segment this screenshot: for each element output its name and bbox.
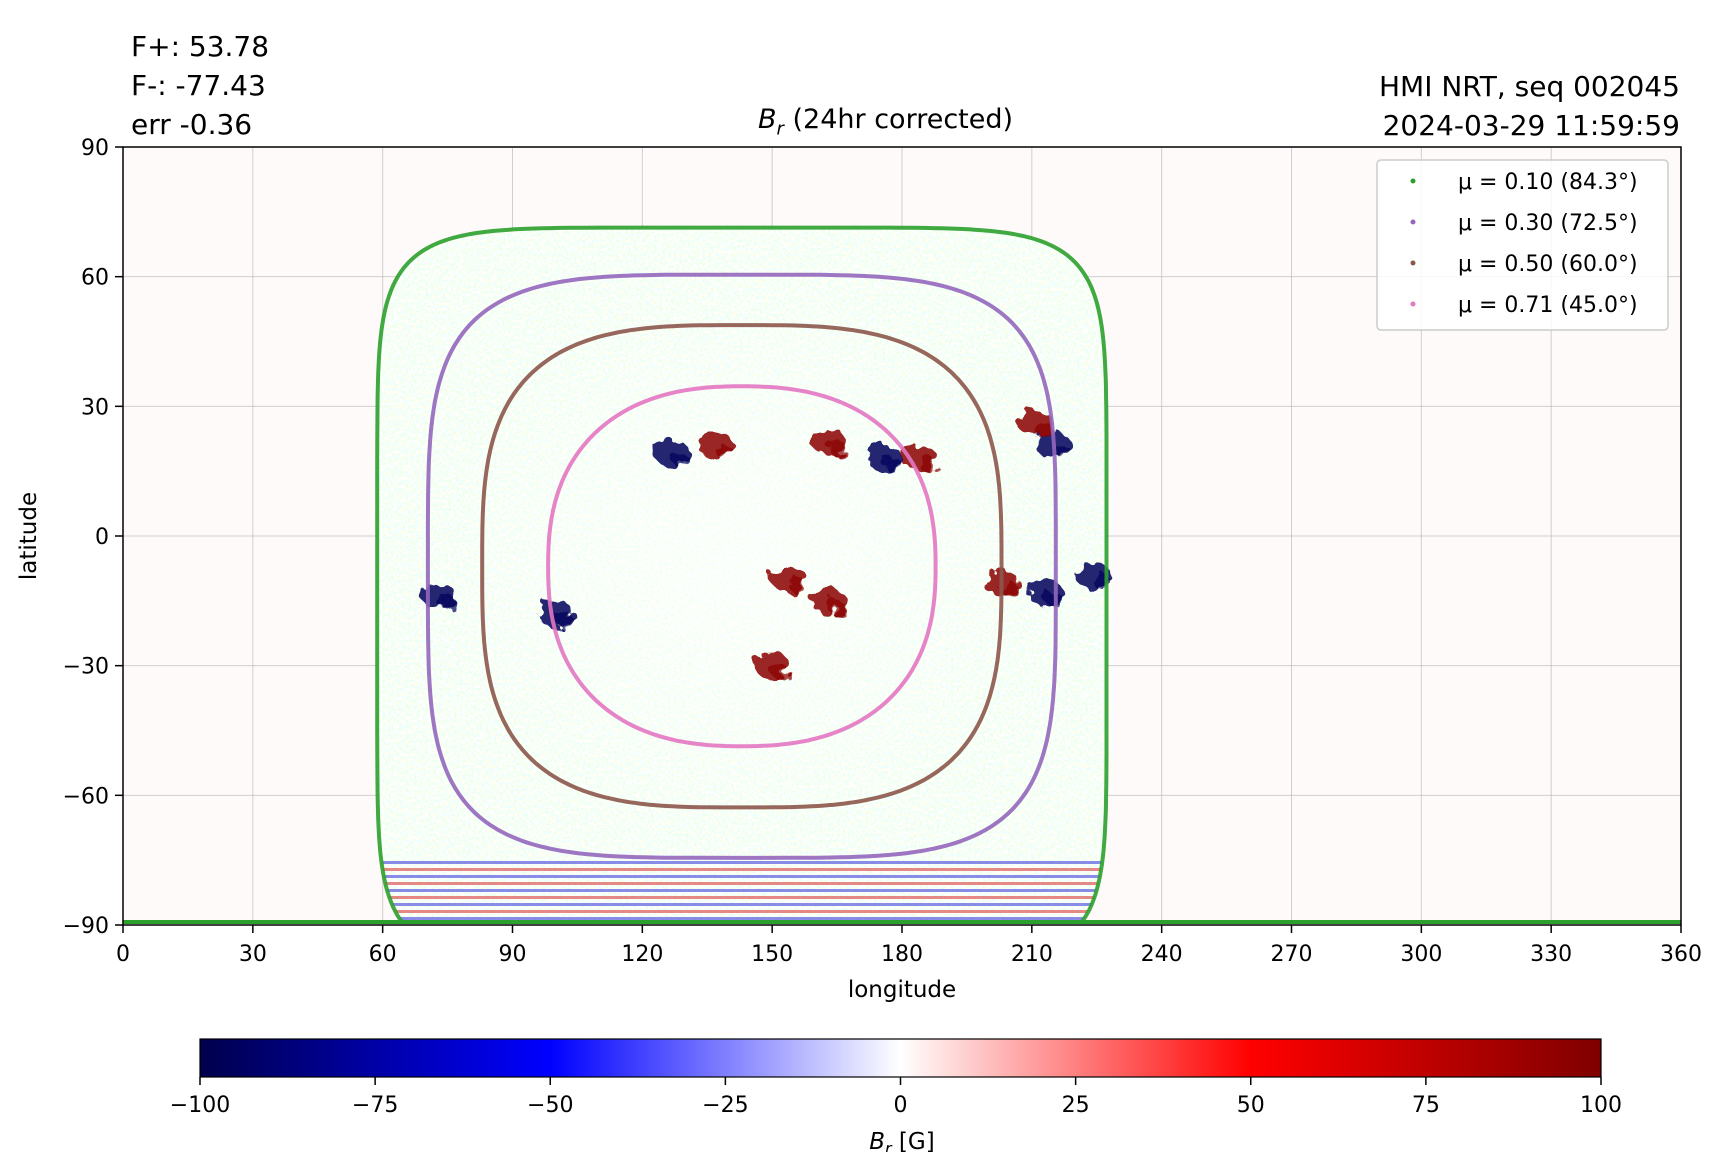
colorbar-tick-label: 75 [1412,1093,1440,1118]
y-tick-label: −60 [63,784,109,809]
x-tick-label: 90 [499,942,527,967]
polar-band [377,910,1107,913]
x-tick-label: 180 [881,942,923,967]
polar-band [377,868,1107,871]
legend-marker [1410,178,1416,184]
x-tick-label: 300 [1400,942,1442,967]
legend-label: μ = 0.71 (45.0°) [1458,293,1638,318]
active-region-positive [810,427,847,454]
title-text: (24hr corrected) [783,104,1014,135]
center-fade-ellipse [441,306,1042,827]
legend-marker [1410,219,1416,225]
x-tick-label: 330 [1530,942,1572,967]
active-region-fragment [1043,591,1062,606]
colorbar-label-unit: [G] [892,1129,935,1152]
polar-band [377,882,1107,885]
title-symbol: B [758,104,777,135]
active-region-fragment [883,457,902,472]
colorbar-label-symbol: B [869,1129,885,1152]
colorbar-tick-label: −25 [702,1093,748,1118]
flux-negative-stat: F-: -77.43 [131,69,266,102]
active-region-fragment [714,444,733,459]
active-region-fragment [788,578,807,593]
x-tick-label: 60 [369,942,397,967]
polar-band [377,875,1107,878]
active-region-negative [866,445,903,472]
flux-positive-stat: F+: 53.78 [131,30,270,63]
active-region-positive [754,652,791,679]
timestamp-label: 2024-03-29 11:59:59 [1382,109,1680,142]
mu-contour-1 [425,272,1058,860]
x-axis-ticks: 0 30 60 90 120 150 180 210 240 270 300 330 360 [116,925,1702,967]
x-tick-label: 360 [1660,942,1702,967]
error-stat: err -0.36 [131,108,253,141]
x-tick-label: 0 [116,942,130,967]
x-tick-label: 120 [621,942,663,967]
active-region-positive [697,432,734,459]
polar-band [377,889,1107,892]
mu-contours [123,225,1681,924]
colorbar-tick-label: 0 [894,1093,908,1118]
mu-contour-2 [480,323,1004,810]
colorbar-tick-label: 100 [1580,1093,1622,1118]
source-label: HMI NRT, seq 002045 [1378,70,1680,103]
legend-label: μ = 0.30 (72.5°) [1458,211,1638,236]
y-tick-label: −90 [63,914,109,939]
active-region-fragment [554,612,573,627]
active-region-negative [654,440,691,467]
title-subscript: r [776,118,784,140]
y-tick-label: −30 [63,655,109,680]
colorbar-tick-label: −100 [170,1093,230,1118]
active-region-fragment [771,664,790,679]
y-tick-label: 60 [81,266,109,291]
colorbar-tick-label: 25 [1062,1093,1090,1118]
colorbar-label-subscript: r [885,1139,893,1152]
x-tick-label: 30 [239,942,267,967]
x-tick-label: 240 [1141,942,1183,967]
legend-label: μ = 0.50 (60.0°) [1458,252,1638,277]
y-tick-label: 30 [81,395,109,420]
legend: μ = 0.10 (84.3°) μ = 0.30 (72.5°) μ = 0.50… [1376,159,1669,331]
colorbar-tick-label: 50 [1237,1093,1265,1118]
active-region-fragment [918,457,937,472]
x-axis-label: longitude [848,977,956,1003]
legend-box [1376,159,1669,331]
active-region-fragment [1000,582,1019,597]
colorbar-tick-label: −50 [527,1093,573,1118]
active-region-fragment [1052,444,1071,459]
chart-title: Br (24hr corrected) [758,104,1013,139]
active-region-positive [901,445,938,472]
legend-marker [1410,301,1416,307]
colorbar-tick-label: −75 [352,1093,398,1118]
active-region-fragment [827,599,846,614]
colorbar-ticks: −100 −75 −50 −25 0 25 50 75 100 [170,1077,1622,1118]
active-region-fragment [671,452,690,467]
y-axis-label: latitude [16,492,42,580]
x-tick-label: 270 [1271,942,1313,967]
legend-label: μ = 0.10 (84.3°) [1458,170,1638,195]
x-tick-label: 150 [751,942,793,967]
y-axis-ticks: −90 −60 −30 0 30 60 90 [63,136,123,939]
x-tick-label: 210 [1011,942,1053,967]
polar-band [377,861,1107,864]
polar-band [377,903,1107,906]
polar-band [377,917,1107,920]
active-region-negative [420,583,457,610]
mu-contour-3 [546,384,938,749]
active-region-fragment [437,595,456,610]
active-region-fragment [827,439,846,454]
colorbar-label: Br [G] [869,1129,934,1152]
active-region-fragment [1035,422,1054,437]
active-region-negative [537,600,574,627]
active-region-positive [810,587,847,614]
active-region-positive [771,566,808,593]
polar-band [377,896,1107,899]
legend-marker [1410,260,1416,266]
y-tick-label: 90 [81,136,109,161]
active-region-positive [1018,410,1055,437]
y-tick-label: 0 [95,525,109,550]
colorbar [199,1038,1602,1078]
